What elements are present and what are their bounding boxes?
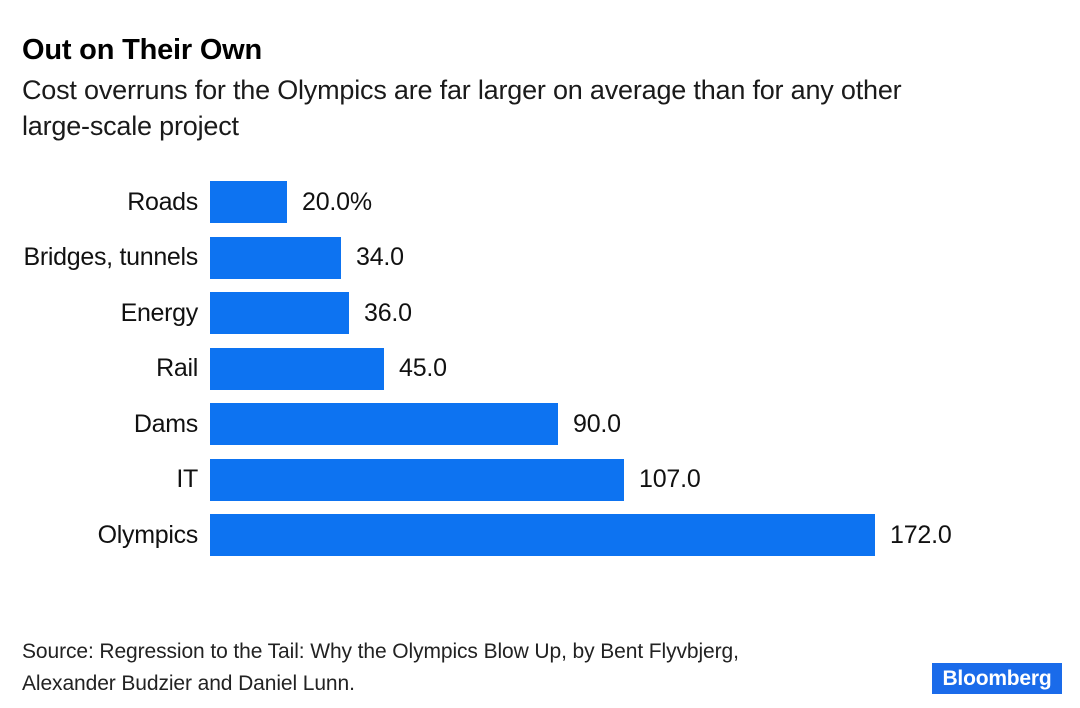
bar-row: IT 107.0 bbox=[0, 458, 1080, 501]
bar-row: Bridges, tunnels 34.0 bbox=[0, 236, 1080, 279]
bar-row: Energy 36.0 bbox=[0, 292, 1080, 334]
category-label: Roads bbox=[127, 187, 198, 216]
category-label: Olympics bbox=[97, 520, 199, 549]
value-label: 34.0 bbox=[356, 243, 404, 271]
value-label: 20.0% bbox=[302, 187, 372, 216]
bloomberg-logo-text: Bloomberg bbox=[942, 666, 1052, 690]
chart-subtitle: Cost overruns for the Olympics are far l… bbox=[22, 75, 902, 141]
category-label: Energy bbox=[120, 298, 199, 327]
bar-chart: Roads 20.0% Bridges, tunnels 34.0 Energy 36.0… bbox=[0, 181, 1080, 556]
category-label: Bridges, tunnels bbox=[23, 243, 199, 271]
bar-row: Dams 90.0 bbox=[0, 403, 1080, 445]
bar bbox=[210, 347, 384, 390]
value-label: 36.0 bbox=[364, 298, 412, 327]
bar bbox=[210, 458, 624, 501]
value-label: 90.0 bbox=[573, 409, 621, 438]
bar-row: Olympics 172.0 bbox=[0, 514, 1080, 556]
bloomberg-logo: Bloomberg bbox=[932, 663, 1062, 694]
bar bbox=[210, 181, 287, 223]
bar-row: Rail 45.0 bbox=[0, 347, 1080, 390]
bar bbox=[210, 514, 875, 556]
category-label: Dams bbox=[133, 409, 198, 438]
bar bbox=[210, 292, 349, 334]
bar-row: Roads 20.0% bbox=[0, 181, 1080, 223]
category-label: Rail bbox=[156, 354, 198, 382]
value-label: 45.0 bbox=[399, 354, 447, 382]
source-note: Source: Regression to the Tail: Why the … bbox=[22, 640, 739, 695]
value-label: 172.0 bbox=[890, 520, 952, 549]
bar bbox=[210, 236, 341, 279]
value-label: 107.0 bbox=[639, 465, 701, 493]
bar bbox=[210, 403, 558, 445]
category-label: IT bbox=[176, 465, 198, 493]
chart-title: Out on Their Own bbox=[22, 34, 263, 66]
